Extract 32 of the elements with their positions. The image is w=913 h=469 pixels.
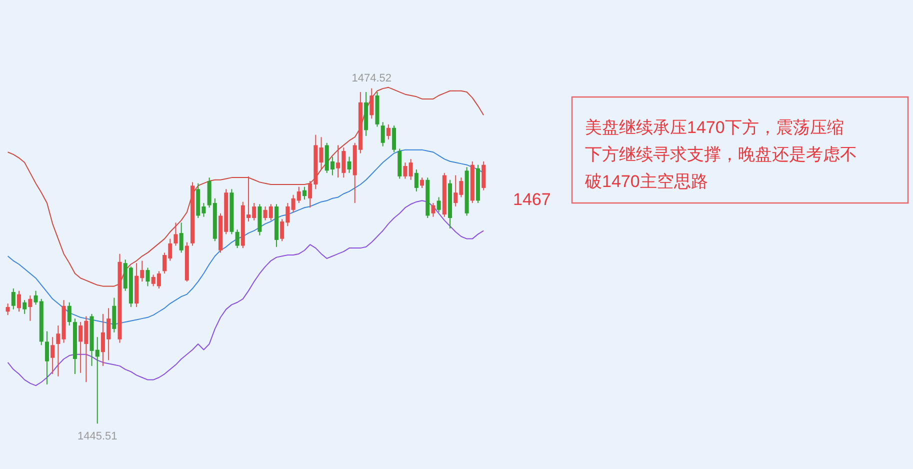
candlestick	[50, 336, 55, 375]
candlestick	[386, 124, 390, 140]
candlestick	[28, 294, 32, 322]
candlestick	[420, 177, 424, 188]
candlestick	[44, 330, 49, 385]
candlestick	[179, 222, 184, 254]
candlestick	[16, 290, 21, 312]
annotation: 1445.51	[77, 430, 118, 443]
candlestick	[414, 168, 418, 192]
candlestick	[370, 88, 374, 120]
candlestick	[319, 136, 324, 170]
candlestick	[22, 300, 27, 314]
candlestick	[403, 162, 408, 180]
candlestick	[431, 202, 436, 218]
text: 美盘继续承压1470下方，震荡压缩下方继续寻求支撑，晚盘还是考虑不破1470主空思路	[584, 118, 857, 191]
candlestick	[174, 222, 178, 246]
candlestick	[347, 156, 352, 174]
candlestick	[380, 122, 385, 147]
candlestick	[436, 196, 441, 213]
candlestick	[112, 297, 116, 333]
candlestick	[6, 303, 10, 316]
annotation: 1474.52	[352, 72, 392, 84]
candlestick	[408, 158, 413, 180]
candlestick	[235, 229, 240, 249]
text: 1467	[513, 190, 551, 209]
candlestick	[56, 324, 60, 377]
candlestick	[11, 288, 16, 310]
candlestick	[482, 160, 486, 191]
candlestick	[146, 267, 150, 287]
candlestick	[302, 186, 306, 200]
candlestick	[67, 302, 72, 326]
candlestick	[392, 125, 396, 153]
